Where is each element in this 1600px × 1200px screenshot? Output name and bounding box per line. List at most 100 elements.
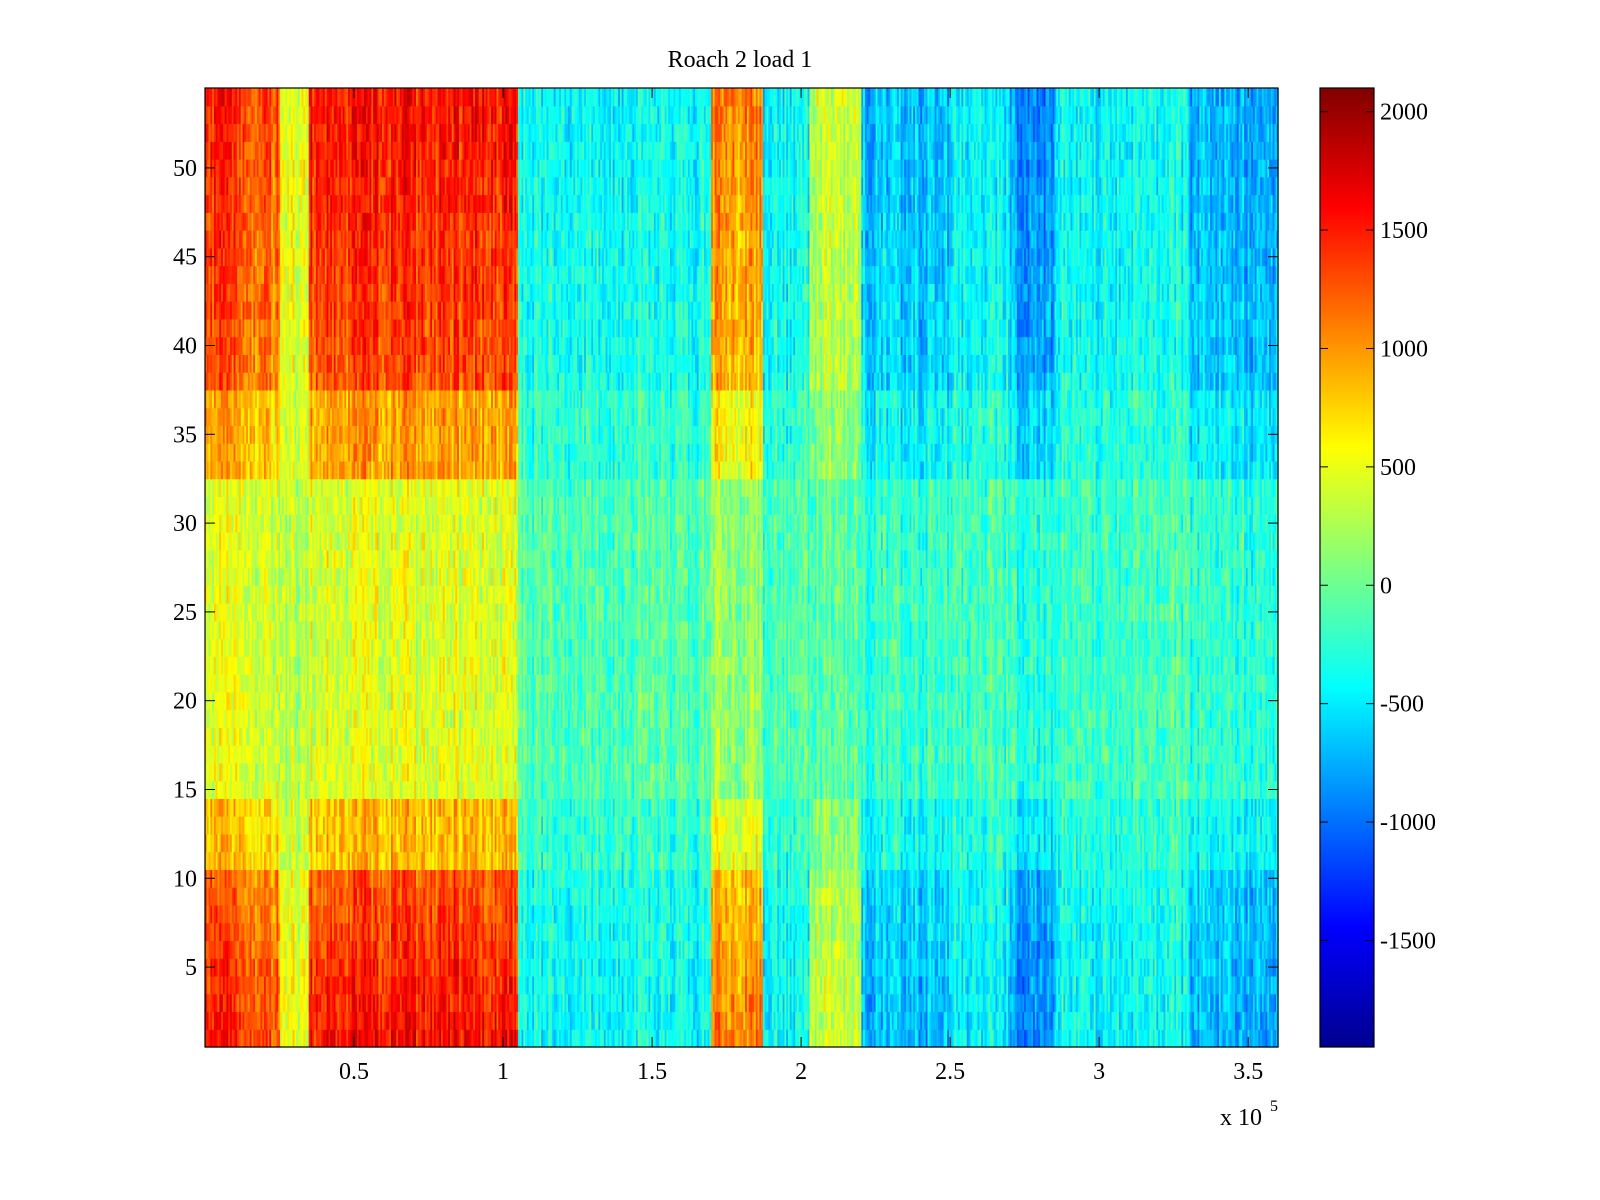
heatmap-cell [240, 709, 244, 728]
heatmap-cell [235, 247, 238, 267]
heatmap-cell [226, 904, 229, 924]
heatmap-cell [230, 709, 233, 728]
heatmap-cell [230, 354, 233, 373]
heatmap-cell [255, 816, 258, 835]
heatmap-cell [264, 674, 267, 693]
heatmap-cell [274, 194, 278, 213]
heatmap-cell [285, 833, 288, 853]
heatmap-cell [262, 372, 265, 391]
heatmap-cell [255, 372, 258, 391]
heatmap-cell [205, 904, 208, 924]
heatmap-cell [208, 460, 211, 480]
heatmap-cell [221, 940, 224, 959]
heatmap-cell [228, 1029, 231, 1048]
heatmap-cell [215, 141, 219, 160]
heatmap-cell [265, 940, 269, 959]
heatmap-cell [271, 798, 274, 817]
heatmap-cell [251, 88, 254, 107]
heatmap-cell [230, 283, 233, 302]
heatmap-cell [260, 993, 263, 1013]
heatmap-cell [269, 425, 272, 444]
heatmap-cell [247, 141, 251, 160]
heatmap-cell [212, 656, 215, 675]
heatmap-cell [276, 922, 279, 942]
heatmap-cell [230, 194, 233, 213]
heatmap-cell [256, 869, 260, 888]
heatmap-cell [210, 833, 213, 853]
heatmap-cell [258, 780, 262, 799]
heatmap-cell [262, 727, 265, 746]
heatmap-cell [230, 674, 233, 693]
heatmap-cell [213, 745, 217, 764]
heatmap-cell [219, 620, 222, 640]
heatmap-cell [205, 727, 208, 746]
heatmap-cell [251, 958, 254, 977]
heatmap-cell [256, 123, 260, 142]
heatmap-cell [260, 780, 263, 799]
heatmap-cell [221, 993, 224, 1013]
heatmap-cell [208, 727, 211, 746]
heatmap-cell [219, 247, 222, 267]
heatmap-cell [222, 141, 226, 160]
heatmap-cell [228, 709, 231, 728]
heatmap-cell [233, 709, 236, 728]
heatmap-cell [280, 727, 283, 746]
heatmap-cell [237, 194, 240, 213]
heatmap-cell [260, 833, 263, 853]
heatmap-cell [228, 389, 231, 409]
heatmap-cell [221, 496, 224, 515]
heatmap-cell [205, 887, 208, 906]
heatmap-cell [272, 585, 276, 604]
heatmap-cell [260, 958, 263, 977]
heatmap-cell [269, 141, 272, 160]
heatmap-cell [251, 798, 254, 817]
heatmap-cell [242, 816, 245, 835]
heatmap-cell [228, 531, 231, 551]
heatmap-cell [212, 585, 215, 604]
heatmap-cell [208, 940, 211, 959]
heatmap-cell [205, 230, 208, 249]
heatmap-cell [253, 301, 256, 320]
heatmap-cell [272, 940, 276, 959]
heatmap-cell [260, 603, 263, 622]
heatmap-cell [240, 443, 244, 462]
heatmap-cell [221, 922, 224, 942]
heatmap-cell [219, 603, 222, 622]
heatmap-cell [253, 283, 256, 302]
heatmap-cell [217, 389, 220, 409]
heatmap-cell [258, 745, 262, 764]
heatmap-cell [246, 88, 249, 107]
heatmap-cell [274, 993, 278, 1013]
heatmap-cell [269, 443, 272, 462]
heatmap-cell [240, 638, 244, 657]
heatmap-cell [215, 887, 219, 906]
heatmap-cell [255, 265, 258, 284]
heatmap-cell [283, 496, 287, 515]
heatmap-cell [246, 869, 249, 888]
heatmap-cell [224, 745, 228, 764]
heatmap-cell [226, 674, 229, 693]
heatmap-cell [217, 318, 220, 338]
heatmap-cell [264, 922, 267, 942]
heatmap-cell [246, 993, 249, 1013]
heatmap-cell [262, 922, 265, 942]
heatmap-cell [213, 443, 217, 462]
heatmap-cell [280, 904, 283, 924]
heatmap-cell [280, 816, 283, 835]
heatmap-cell [255, 443, 258, 462]
heatmap-cell [274, 567, 278, 586]
heatmap-cell [247, 656, 251, 675]
heatmap-cell [235, 620, 238, 640]
heatmap-cell [272, 833, 276, 853]
heatmap-cell [265, 656, 269, 675]
heatmap-cell [255, 230, 258, 249]
heatmap-cell [264, 212, 267, 231]
heatmap-cell [212, 620, 215, 640]
heatmap-cell [265, 247, 269, 267]
heatmap-cell [247, 869, 251, 888]
heatmap-cell [208, 1029, 211, 1048]
heatmap-cell [226, 958, 229, 977]
heatmap-cell [237, 869, 240, 888]
heatmap-cell [208, 922, 211, 942]
heatmap-cell [206, 798, 210, 817]
